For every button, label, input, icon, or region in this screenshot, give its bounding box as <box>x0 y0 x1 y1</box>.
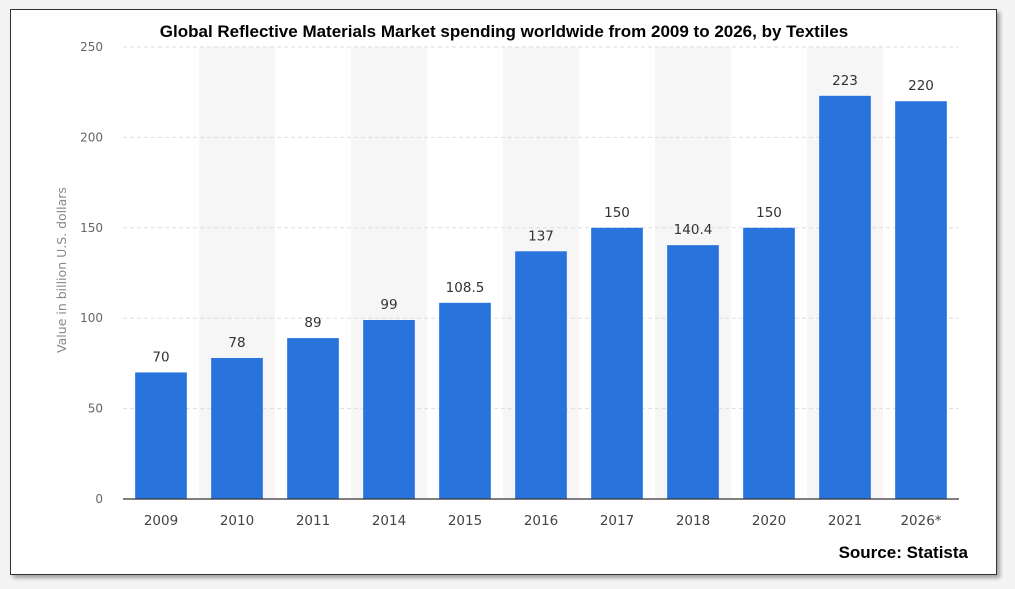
x-tick-label: 2026* <box>900 513 941 529</box>
x-tick-label: 2021 <box>828 513 862 529</box>
data-label: 78 <box>228 335 245 351</box>
x-tick-label: 2010 <box>220 513 254 529</box>
data-label: 108.5 <box>446 280 485 296</box>
x-tick-label: 2020 <box>752 513 786 529</box>
bars <box>135 95 947 500</box>
x-tick-label: 2015 <box>448 513 482 529</box>
y-tick-label: 50 <box>88 402 103 416</box>
data-label: 89 <box>304 315 321 331</box>
bar <box>819 95 871 499</box>
x-tick-label: 2009 <box>144 513 178 529</box>
bar <box>135 372 187 499</box>
bar <box>439 302 491 499</box>
bar <box>591 227 643 500</box>
y-tick-label: 150 <box>80 221 103 235</box>
y-axis-title: Value in billion U.S. dollars <box>54 187 69 353</box>
bar <box>211 357 263 499</box>
bar <box>895 101 947 500</box>
bar <box>363 320 415 499</box>
y-tick-label: 100 <box>80 311 103 325</box>
bar-chart: 70 78 89 99 108.5 137 150 140.4 150 223 220 0 50 100… <box>54 22 969 562</box>
y-tick-label: 250 <box>80 40 103 54</box>
data-label: 220 <box>908 78 934 94</box>
data-label: 70 <box>152 349 169 365</box>
x-tick-label: 2014 <box>372 513 406 529</box>
y-tick-label: 200 <box>80 130 103 144</box>
data-labels: 70 78 89 99 108.5 137 150 140.4 150 223 220 <box>152 73 933 366</box>
data-label: 150 <box>604 205 630 221</box>
chart-frame: 70 78 89 99 108.5 137 150 140.4 150 223 220 0 50 100… <box>10 9 997 575</box>
data-label: 137 <box>528 228 554 244</box>
source-label: Source: Statista <box>839 543 969 562</box>
bar <box>667 245 719 499</box>
bar <box>743 227 795 500</box>
x-tick-label: 2011 <box>296 513 330 529</box>
y-tick-labels: 0 50 100 150 200 250 <box>80 40 103 506</box>
x-tick-labels: 2009 2010 2011 2014 2015 2016 2017 2018 2020 2021… <box>144 513 942 529</box>
chart-title: Global Reflective Materials Market spend… <box>160 22 848 41</box>
x-tick-label: 2016 <box>524 513 558 529</box>
data-label: 223 <box>832 73 858 89</box>
data-label: 150 <box>756 205 782 221</box>
y-tick-label: 0 <box>95 492 103 506</box>
data-label: 99 <box>380 297 397 313</box>
x-tick-label: 2018 <box>676 513 710 529</box>
bar <box>287 338 339 499</box>
bar <box>515 251 567 499</box>
data-label: 140.4 <box>674 222 713 238</box>
x-tick-label: 2017 <box>600 513 634 529</box>
